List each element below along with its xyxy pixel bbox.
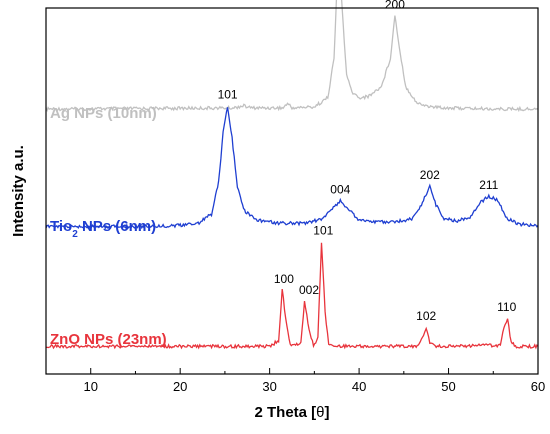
plot-lines xyxy=(45,0,539,350)
peak-label-0-1: 200 xyxy=(385,0,405,11)
peak-label-1-0: 101 xyxy=(218,88,238,102)
x-tick-label-50: 50 xyxy=(441,379,455,394)
series-label-1: Tio2 NPs (6nm) xyxy=(50,218,156,240)
x-tick-label-30: 30 xyxy=(262,379,276,394)
x-tick-label-10: 10 xyxy=(83,379,97,394)
x-tick-label-60: 60 xyxy=(531,379,545,394)
x-axis-ticks: 10 20 30 40 50 60 xyxy=(45,368,545,394)
peak-label-2-0: 100 xyxy=(274,272,294,286)
y-axis-title: Intensity a.u. xyxy=(10,145,27,237)
series-line-1 xyxy=(45,107,539,230)
series-line-2 xyxy=(45,242,539,350)
peak-label-1-1: 004 xyxy=(330,183,350,197)
series-label-0: Ag NPs (10nm) xyxy=(50,105,157,122)
x-tick-label-20: 20 xyxy=(173,379,187,394)
peak-label-2-2: 101 xyxy=(313,223,333,237)
peak-label-2-4: 110 xyxy=(497,300,516,314)
peak-label-1-2: 202 xyxy=(420,168,440,182)
peak-label-1-3: 211 xyxy=(479,178,498,192)
x-axis-title: 2 Theta [θ] xyxy=(254,404,329,421)
peak-label-2-3: 102 xyxy=(416,309,436,323)
series-line-0 xyxy=(45,0,539,113)
peak-labels: 111200101004202211100002101102110 xyxy=(218,0,517,323)
series-label-2: ZnO NPs (23nm) xyxy=(50,331,167,348)
x-tick-label-40: 40 xyxy=(352,379,366,394)
plot-frame xyxy=(45,7,539,375)
series-labels: Ag NPs (10nm) Tio2 NPs (6nm) ZnO NPs (23nm… xyxy=(50,105,167,348)
peak-label-2-1: 002 xyxy=(299,283,319,297)
